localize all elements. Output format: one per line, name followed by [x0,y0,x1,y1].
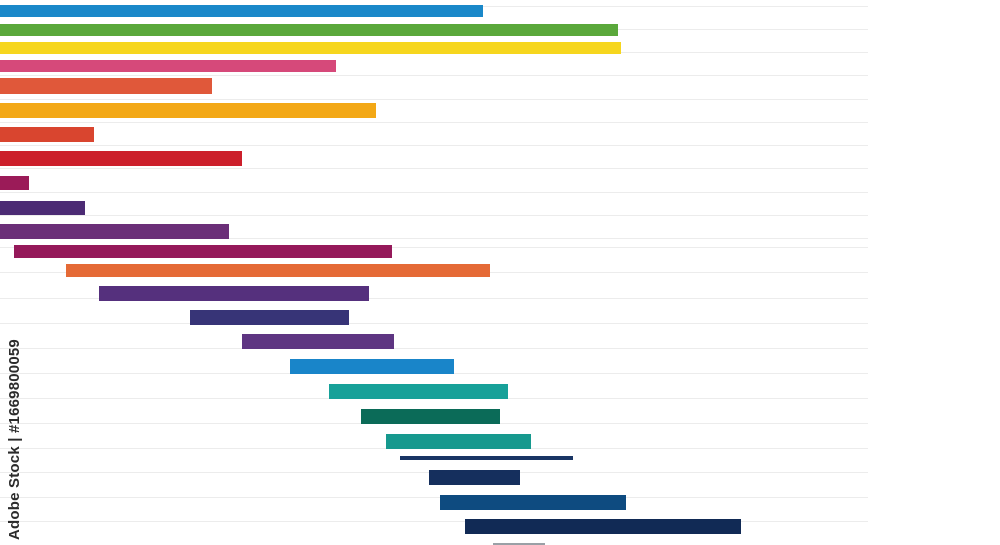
bar-21 [400,456,573,460]
bar-12 [14,245,392,258]
bar-9 [0,176,29,190]
bar-19 [361,409,500,424]
bar-10 [0,201,85,215]
bar-8 [0,151,242,166]
bar-23 [440,495,626,510]
bar-3 [0,42,621,54]
bar-18 [329,384,508,399]
bar-20 [386,434,531,449]
bar-2 [0,24,618,36]
bar-4 [0,60,336,72]
bar-14 [99,286,369,301]
bar-5 [0,78,212,94]
bar-7 [0,127,94,142]
bar-series [0,5,741,545]
stock-watermark-id: Adobe Stock | #1669800059 [6,339,23,540]
bar-11 [0,224,229,239]
bar-16 [242,334,394,349]
bar-24 [465,519,741,534]
bar-22 [429,470,520,485]
bar-17 [290,359,454,374]
bar-15 [190,310,349,325]
bar-13 [66,264,490,277]
bar-25 [493,543,545,545]
bar-6 [0,103,376,118]
bar-1 [0,5,483,17]
